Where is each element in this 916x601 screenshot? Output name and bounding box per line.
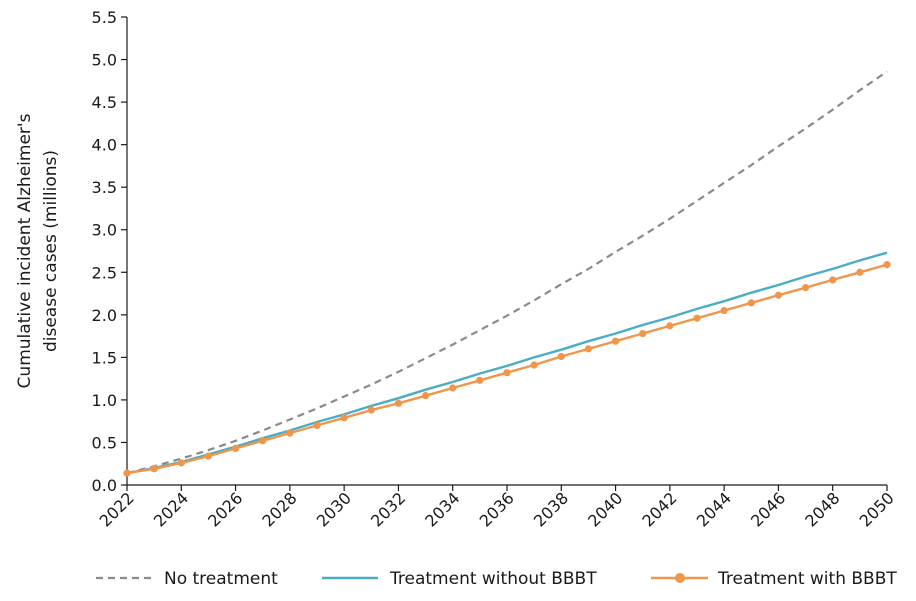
data-point-treatment-with-bbbt	[503, 369, 511, 377]
x-tick-label: 2034	[421, 488, 463, 530]
x-tick-label: 2024	[150, 488, 192, 530]
data-point-treatment-with-bbbt	[150, 465, 158, 473]
legend-item-treatment-without-bbbt: Treatment without BBBT	[322, 569, 597, 589]
x-tick-label: 2046	[747, 488, 789, 530]
data-point-treatment-with-bbbt	[530, 361, 538, 369]
x-tick-label: 2044	[693, 488, 735, 530]
axes	[126, 17, 887, 486]
legend-item-treatment-with-bbbt: Treatment with BBBT	[651, 569, 897, 589]
x-tick-label: 2026	[204, 488, 246, 530]
y-tick-label: 5.5	[92, 8, 117, 27]
series-line-treatment-with-bbbt	[126, 263, 888, 475]
y-tick-label: 2.5	[92, 263, 117, 282]
y-tick-label: 5.0	[92, 51, 117, 70]
x-ticks: 2022 2024 2026 2028 2030 2032 2034 2036 2038 2040…	[96, 485, 898, 531]
x-tick-label: 2042	[638, 488, 680, 530]
y-tick-label: 3.0	[92, 221, 117, 240]
x-tick-label: 2030	[313, 488, 355, 530]
series-line-treatment-without-bbbt	[126, 251, 888, 475]
data-point-treatment-with-bbbt	[557, 352, 565, 361]
data-point-treatment-with-bbbt	[421, 392, 430, 400]
data-point-treatment-with-bbbt	[177, 459, 185, 467]
x-tick-label: 2032	[367, 488, 409, 530]
x-tick-label: 2048	[801, 488, 843, 530]
data-point-treatment-with-bbbt	[829, 276, 837, 284]
data-point-treatment-with-bbbt	[394, 399, 403, 407]
data-point-treatment-with-bbbt	[747, 299, 755, 307]
y-axis-title-line-2: disease cases (millions)	[41, 150, 61, 352]
y-axis-title-line-1: Cumulative incident Alzheimer's	[15, 113, 35, 388]
data-point-treatment-with-bbbt	[801, 283, 810, 292]
data-point-treatment-with-bbbt	[693, 314, 701, 322]
y-tick-label: 4.5	[92, 93, 117, 112]
data-point-treatment-with-bbbt	[286, 429, 294, 437]
data-point-treatment-with-bbbt	[639, 329, 647, 338]
data-point-treatment-with-bbbt	[313, 421, 321, 430]
data-point-treatment-with-bbbt	[449, 384, 457, 392]
y-tick-label: 4.0	[92, 136, 117, 155]
x-tick-label: 2040	[584, 488, 626, 530]
legend-label-treatment-without-bbbt: Treatment without BBBT	[389, 569, 597, 589]
y-tick-label: 1.0	[92, 391, 117, 410]
data-point-treatment-with-bbbt	[123, 469, 131, 477]
data-point-treatment-with-bbbt	[611, 337, 620, 345]
x-tick-label: 2036	[476, 488, 518, 530]
y-tick-label: 1.5	[92, 348, 117, 367]
y-axis-title: Cumulative incident Alzheimer's disease …	[15, 113, 61, 388]
y-tick-label: 0.5	[92, 433, 117, 452]
x-tick-label: 2028	[258, 488, 300, 530]
data-point-treatment-with-bbbt	[231, 444, 240, 453]
x-tick-label: 2050	[856, 488, 898, 530]
data-point-treatment-with-bbbt	[204, 452, 213, 460]
series-layer	[123, 70, 891, 477]
y-tick-label: 2.0	[92, 306, 117, 325]
data-point-treatment-with-bbbt	[774, 291, 783, 299]
legend-label-no-treatment: No treatment	[164, 569, 278, 589]
data-point-treatment-with-bbbt	[340, 414, 348, 422]
data-point-treatment-with-bbbt	[883, 261, 891, 269]
data-point-treatment-with-bbbt	[584, 345, 593, 353]
data-point-treatment-with-bbbt	[259, 437, 267, 445]
legend-marker-treatment-with-bbbt	[675, 573, 685, 583]
data-point-treatment-with-bbbt	[856, 268, 864, 276]
y-tick-label: 0.0	[92, 476, 117, 495]
legend-item-no-treatment: No treatment	[96, 569, 278, 589]
series-line-no-treatment	[126, 70, 888, 475]
y-tick-label: 3.5	[92, 178, 117, 197]
legend: No treatment Treatment without BBBT Trea…	[96, 569, 897, 589]
data-point-treatment-with-bbbt	[367, 406, 375, 414]
legend-label-treatment-with-bbbt: Treatment with BBBT	[717, 569, 897, 589]
data-point-treatment-with-bbbt	[666, 322, 674, 330]
data-point-treatment-with-bbbt	[720, 306, 728, 315]
x-tick-label: 2038	[530, 488, 572, 530]
y-ticks: 0.0 0.5 1.0 1.5 2.0 2.5 3.0 3.5 4.0 4.5 5.0 5.5	[92, 8, 127, 495]
data-point-treatment-with-bbbt	[476, 376, 484, 384]
